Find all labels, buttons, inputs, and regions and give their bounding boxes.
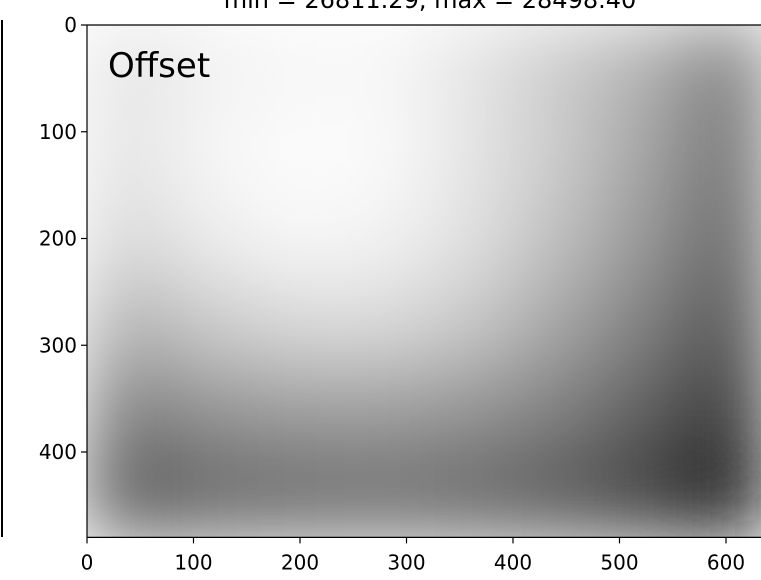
pixel-cell (257, 281, 344, 368)
pixel-cell (427, 366, 514, 453)
pixel-cell (598, 195, 684, 282)
pixel-cell (257, 366, 344, 453)
pixel-cell (427, 110, 514, 197)
pixel-cell (683, 110, 761, 197)
pixel-cell (257, 195, 344, 282)
pixel-cell (257, 25, 344, 111)
pixel-cell (172, 281, 258, 368)
pixel-cell (342, 452, 429, 537)
pixel-cell (513, 281, 599, 368)
y-tick-label: 0 (64, 13, 77, 37)
pixel-cell (172, 452, 258, 537)
x-tick-label: 500 (600, 550, 638, 574)
pixel-cell (598, 281, 684, 368)
pixel-cell (598, 366, 684, 453)
x-tick-label: 300 (387, 550, 425, 574)
x-tick-label: 600 (707, 550, 745, 574)
pixel-cell (87, 366, 173, 453)
x-tick-label: 400 (494, 550, 532, 574)
pixel-cell (87, 25, 173, 111)
pixel-cell (172, 25, 258, 111)
y-tick-label: 300 (39, 333, 77, 357)
pixel-cell (598, 110, 684, 197)
axes: 0 100 200 300 400 500 600 0 100 200 300 400 (39, 13, 761, 574)
pixel-cell (513, 195, 599, 282)
image (87, 25, 761, 537)
pixel-cell (87, 281, 173, 368)
y-tick-label: 400 (39, 440, 77, 464)
pixel-cell (172, 195, 258, 282)
pixel-cell (87, 110, 173, 197)
pixel-cell (513, 25, 599, 111)
pixel-cell (427, 281, 514, 368)
x-tick-label: 0 (81, 550, 94, 574)
pixel-cell (87, 452, 173, 537)
pixel-cell (342, 366, 429, 453)
pixel-cell (683, 281, 761, 368)
pixel-cell (598, 452, 684, 537)
pixel-cell (172, 110, 258, 197)
pixel-cell (513, 366, 599, 453)
annotation: Offset (108, 46, 210, 86)
pixel-cell (342, 110, 429, 197)
pixel-cell (342, 195, 429, 282)
pixel-cell (342, 25, 429, 111)
pixel-cell (683, 25, 761, 111)
pixel-cell (683, 195, 761, 282)
pixel-cell (598, 25, 684, 111)
pixel-cell (427, 25, 514, 111)
pixel-cell (427, 452, 514, 537)
pixel-cell (683, 366, 761, 453)
chart-title: min = 26811.29, max = 28498.40 (224, 0, 637, 14)
pixel-cell (513, 110, 599, 197)
pixel-cell (87, 195, 173, 282)
x-tick-label: 100 (174, 550, 212, 574)
pixel-cell (172, 366, 258, 453)
y-tick-label: 200 (39, 227, 77, 251)
pixel-cell (683, 452, 761, 537)
pixel-cell (342, 281, 429, 368)
image-cells (87, 25, 761, 537)
pixel-cell (513, 452, 599, 537)
pixel-cell (257, 452, 344, 537)
pixel-cell (427, 195, 514, 282)
y-tick-label: 100 (39, 120, 77, 144)
x-tick-label: 200 (281, 550, 319, 574)
pixel-cell (257, 110, 344, 197)
